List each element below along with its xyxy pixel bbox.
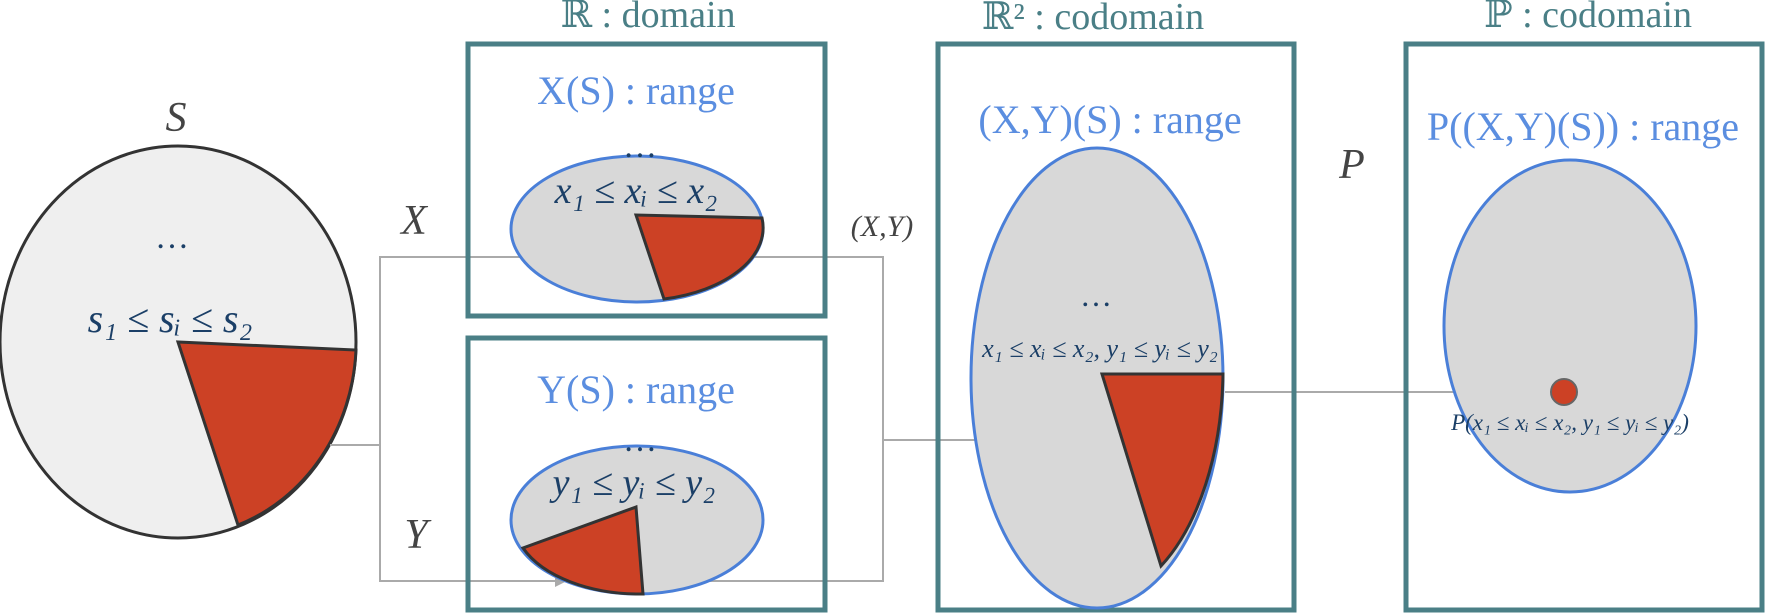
x-range-box xyxy=(465,41,828,319)
y-map-label: Y xyxy=(404,512,432,558)
domain-title: ℝ : domain xyxy=(560,0,735,36)
probability-point xyxy=(1550,378,1578,406)
p-range-ellipse xyxy=(1442,158,1698,494)
p-map-label: P xyxy=(1338,142,1365,188)
xy-range-box xyxy=(935,41,1297,613)
x-range-box-group: X(S) : range … x₁ ≤ xᵢ ≤ x₂ xyxy=(465,41,828,319)
sample-space-group: S … s₁ ≤ sᵢ ≤ s₂ xyxy=(0,95,358,540)
x-range-ellipsis: … xyxy=(623,128,657,165)
probability-point-label: P(x₁ ≤ xᵢ ≤ x₂, y₁ ≤ yᵢ ≤ y₂) xyxy=(1450,410,1689,435)
y-connector xyxy=(379,445,567,587)
x-range-interval: x₁ ≤ xᵢ ≤ x₂ xyxy=(554,170,718,212)
r2-codomain-title: ℝ² : codomain xyxy=(982,0,1204,38)
y-range-sector xyxy=(520,504,645,596)
x-connector xyxy=(330,251,652,446)
y-range-ellipsis: … xyxy=(623,422,657,459)
xy-range-box-group: (X,Y)(S) : range … x₁ ≤ xᵢ ≤ x₂, y₁ ≤ yᵢ… xyxy=(935,41,1297,613)
xy-range-ellipsis: … xyxy=(1080,277,1112,313)
xy-connector xyxy=(640,256,884,582)
x-range-sector xyxy=(633,213,765,301)
p-range-label: P((X,Y)(S)) : range xyxy=(1427,104,1739,149)
xy-range-label: (X,Y)(S) : range xyxy=(978,97,1241,142)
xy-map-label: (X,Y) xyxy=(851,210,914,243)
y-range-box-group: Y(S) : range … y₁ ≤ yᵢ ≤ y₂ xyxy=(465,335,828,613)
y-range-label: Y(S) : range xyxy=(537,367,735,412)
sample-space-label: S xyxy=(166,95,187,141)
xy-range-interval: x₁ ≤ xᵢ ≤ x₂, y₁ ≤ yᵢ ≤ y₂ xyxy=(981,334,1218,363)
x-range-label: X(S) : range xyxy=(537,68,735,113)
xy-range-sector xyxy=(1099,372,1225,569)
y-range-box xyxy=(465,335,828,613)
p-codomain-title: ℙ : codomain xyxy=(1484,0,1692,36)
sample-space-ellipsis: … xyxy=(155,219,189,256)
sample-space-sector xyxy=(175,340,358,527)
sample-space-interval: s₁ ≤ sᵢ ≤ s₂ xyxy=(88,296,253,341)
p-range-box-group: P((X,Y)(S)) : range P(x₁ ≤ xᵢ ≤ x₂, y₁ ≤… xyxy=(1403,41,1765,613)
x-map-label: X xyxy=(399,198,429,244)
y-range-interval: y₁ ≤ yᵢ ≤ y₂ xyxy=(549,462,716,504)
p-range-box xyxy=(1403,41,1765,613)
